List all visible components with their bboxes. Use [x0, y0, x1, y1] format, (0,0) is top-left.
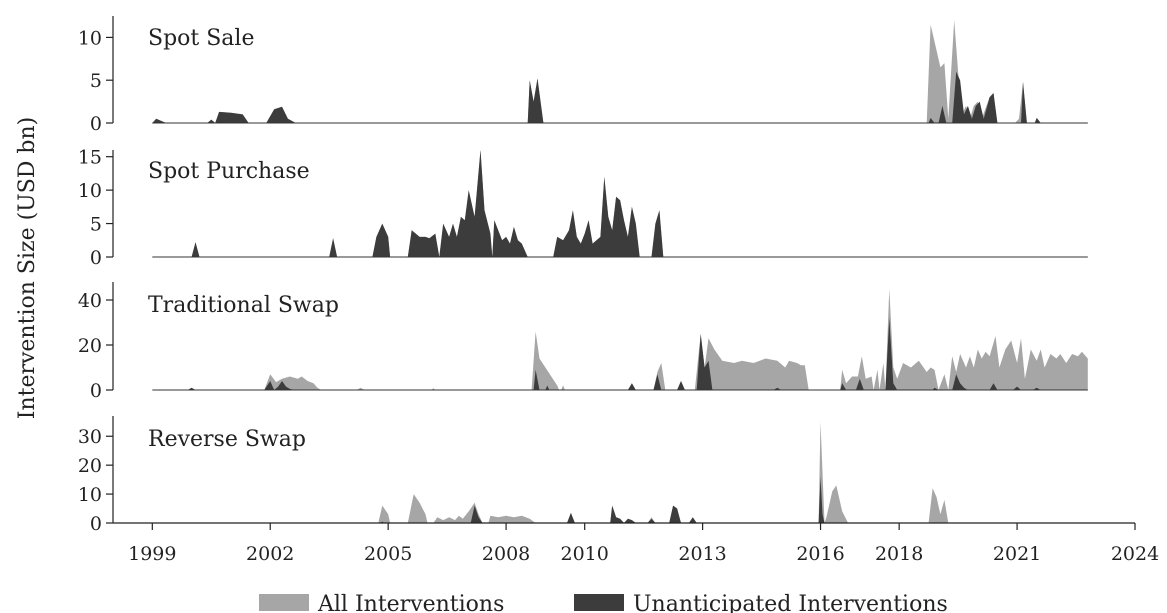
area-all-interventions-2 [152, 288, 1088, 390]
panel-title-2: Traditional Swap [148, 293, 339, 318]
legend-label-unanticipated: Unanticipated Interventions [633, 592, 948, 613]
panel-1: 0 5 10 15 Spot Purchase [78, 147, 1088, 269]
y-tick-label-3-20: 20 [78, 455, 102, 477]
chart-panels: 0 5 10 Spot Sale 0 5 10 15 Spot Purchase 0 20 40 Tra… [78, 16, 1088, 535]
x-tick-label-2016: 2016 [796, 543, 844, 565]
y-tick-label-2-0: 0 [90, 380, 102, 402]
panel-2: 0 20 40 Traditional Swap [78, 282, 1088, 402]
y-tick-label-3-30: 30 [78, 426, 102, 448]
y-tick-label-1-0: 0 [90, 247, 102, 269]
x-tick-label-2010: 2010 [561, 543, 609, 565]
area-unanticipated-0 [152, 71, 1088, 123]
area-all-interventions-0 [152, 20, 1088, 123]
x-axis: 1999 2002 2005 2008 2010 2013 2016 2018 2021 2024 [113, 522, 1159, 565]
y-axis-label: Intervention Size (USD bn) [15, 117, 40, 420]
x-tick-label-2013: 2013 [678, 543, 726, 565]
x-tick-label-2018: 2018 [875, 543, 923, 565]
legend: All Interventions Unanticipated Interven… [259, 592, 948, 613]
area-unanticipated-3 [152, 476, 1088, 523]
panel-title-3: Reverse Swap [148, 427, 306, 452]
y-tick-label-1-10: 10 [78, 180, 102, 202]
y-tick-label-0-10: 10 [78, 27, 102, 49]
legend-label-all: All Interventions [317, 592, 504, 613]
x-tick-label-2005: 2005 [364, 543, 412, 565]
x-tick-label-2008: 2008 [482, 543, 530, 565]
area-unanticipated-1 [152, 150, 1088, 257]
y-tick-label-1-5: 5 [90, 214, 102, 236]
y-tick-label-0-0: 0 [90, 113, 102, 135]
legend-swatch-unanticipated [574, 594, 624, 611]
panel-title-0: Spot Sale [148, 26, 254, 51]
x-tick-label-2002: 2002 [246, 543, 294, 565]
x-tick-label-2024: 2024 [1111, 543, 1159, 565]
y-tick-label-1-15: 15 [78, 147, 102, 169]
y-tick-label-2-20: 20 [78, 335, 102, 357]
y-tick-label-3-10: 10 [78, 484, 102, 506]
y-tick-label-0-5: 5 [90, 70, 102, 92]
x-tick-label-2021: 2021 [993, 543, 1041, 565]
x-tick-label-1999: 1999 [128, 543, 176, 565]
panel-0: 0 5 10 Spot Sale [78, 16, 1088, 135]
panel-title-1: Spot Purchase [148, 159, 310, 184]
y-tick-label-2-40: 40 [78, 290, 102, 312]
legend-swatch-all [259, 594, 309, 611]
y-tick-label-3-0: 0 [90, 513, 102, 535]
panel-3: 0 10 20 30 Reverse Swap [78, 416, 1088, 535]
